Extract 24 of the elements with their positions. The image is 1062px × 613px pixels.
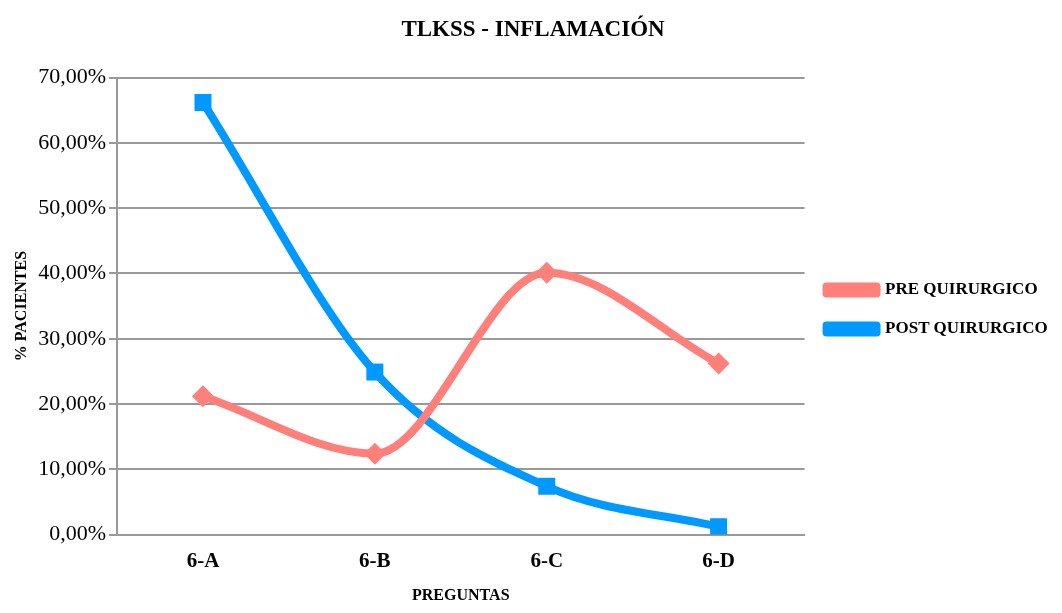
point	[538, 477, 556, 495]
y-tick-label: 50,00%	[38, 193, 107, 219]
point	[194, 93, 212, 111]
y-axis-title: % PACIENTES	[11, 250, 29, 362]
x-axis-title: PREGUNTAS	[412, 585, 510, 603]
point	[535, 261, 558, 284]
legend-label: PRE QUIRURGICO	[885, 279, 1038, 299]
x-tick-label: 6-B	[359, 547, 391, 572]
point	[366, 363, 384, 381]
point	[191, 385, 214, 408]
y-tick-label: 20,00%	[38, 389, 107, 415]
y-tick-label: 70,00%	[38, 63, 107, 89]
y-tick-label: 60,00%	[38, 128, 107, 154]
point	[707, 352, 730, 375]
x-tick-label: 6-D	[702, 547, 735, 572]
x-tick-label: 6-C	[530, 547, 564, 572]
point	[710, 518, 728, 535]
y-tick-label: 40,00%	[38, 259, 107, 285]
x-tick-label: 6-A	[186, 547, 221, 572]
y-tick-label: 10,00%	[38, 455, 107, 481]
chart-title: TLKSS - INFLAMACIÓN	[401, 14, 666, 41]
y-tick-label: 30,00%	[38, 324, 107, 350]
y-tick-label: 0,00%	[49, 520, 107, 546]
legend-label: POST QUIRURGICO	[885, 318, 1048, 338]
